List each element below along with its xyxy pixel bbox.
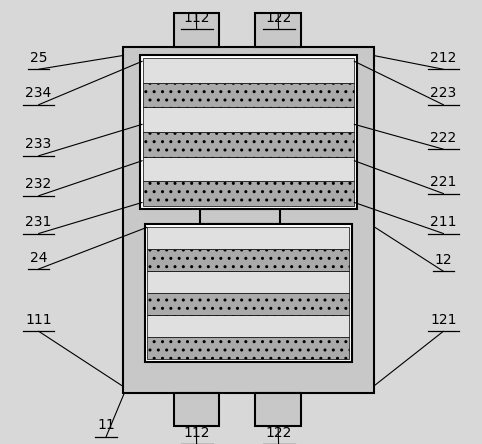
Bar bbox=[147, 315, 349, 337]
Bar bbox=[123, 47, 374, 393]
Text: 112: 112 bbox=[184, 11, 210, 25]
Bar bbox=[143, 182, 354, 206]
Bar bbox=[145, 224, 352, 362]
Bar bbox=[174, 393, 219, 426]
Bar bbox=[255, 13, 301, 47]
Text: 112: 112 bbox=[184, 426, 210, 440]
Text: 231: 231 bbox=[26, 215, 52, 229]
Text: 122: 122 bbox=[266, 11, 292, 25]
Text: 233: 233 bbox=[26, 137, 52, 151]
Text: 12: 12 bbox=[435, 253, 452, 267]
Text: 221: 221 bbox=[430, 175, 456, 189]
Bar bbox=[147, 337, 349, 359]
Bar bbox=[143, 58, 354, 83]
Text: 111: 111 bbox=[25, 313, 52, 327]
Bar bbox=[143, 132, 354, 157]
Bar bbox=[147, 293, 349, 315]
Text: 11: 11 bbox=[97, 418, 115, 432]
Text: 234: 234 bbox=[26, 86, 52, 100]
Bar bbox=[143, 107, 354, 132]
Text: 212: 212 bbox=[430, 51, 456, 65]
Bar bbox=[147, 271, 349, 293]
Text: 232: 232 bbox=[26, 177, 52, 191]
Bar bbox=[147, 249, 349, 271]
Bar bbox=[147, 227, 349, 249]
Text: 211: 211 bbox=[430, 215, 456, 229]
Text: 122: 122 bbox=[266, 426, 292, 440]
Text: 25: 25 bbox=[30, 51, 47, 65]
Bar bbox=[143, 83, 354, 107]
Bar bbox=[255, 393, 301, 426]
Bar bbox=[200, 209, 280, 224]
Bar bbox=[174, 13, 219, 47]
Text: 121: 121 bbox=[430, 313, 456, 327]
Text: 223: 223 bbox=[430, 86, 456, 100]
Text: 222: 222 bbox=[430, 131, 456, 145]
Bar bbox=[143, 157, 354, 182]
Text: 24: 24 bbox=[30, 250, 47, 265]
Bar bbox=[140, 56, 357, 209]
